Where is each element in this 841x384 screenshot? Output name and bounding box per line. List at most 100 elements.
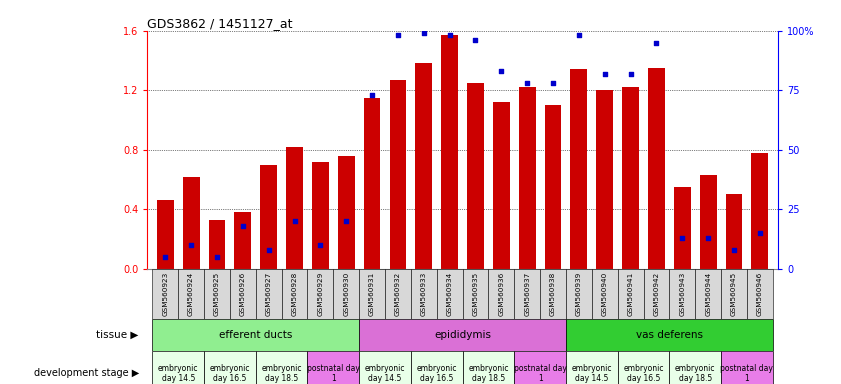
FancyBboxPatch shape (617, 351, 669, 384)
Bar (700, 175, 717, 269)
Text: GSM560939: GSM560939 (576, 271, 582, 316)
Bar (519, 87, 536, 269)
Bar (570, 70, 587, 269)
FancyBboxPatch shape (592, 269, 617, 319)
Text: postnatal day
1: postnatal day 1 (721, 364, 774, 383)
Point (236, 223, 250, 229)
Text: GSM560941: GSM560941 (627, 271, 633, 316)
Text: GSM560943: GSM560943 (680, 271, 685, 316)
FancyBboxPatch shape (178, 269, 204, 319)
Text: tissue ▶: tissue ▶ (97, 330, 139, 340)
Text: GSM560926: GSM560926 (240, 271, 246, 316)
Point (547, 80, 560, 86)
Text: GSM560932: GSM560932 (395, 271, 401, 316)
Point (572, 32, 585, 38)
Bar (751, 153, 768, 269)
FancyBboxPatch shape (566, 319, 773, 351)
Point (184, 242, 198, 248)
Bar (209, 220, 225, 269)
Point (314, 242, 327, 248)
Text: embryonic
day 14.5: embryonic day 14.5 (365, 364, 405, 383)
FancyBboxPatch shape (721, 269, 747, 319)
FancyBboxPatch shape (359, 269, 385, 319)
FancyBboxPatch shape (256, 351, 308, 384)
Point (417, 30, 431, 36)
FancyBboxPatch shape (204, 351, 256, 384)
FancyBboxPatch shape (566, 351, 617, 384)
Text: embryonic
day 16.5: embryonic day 16.5 (209, 364, 250, 383)
Text: GSM560944: GSM560944 (705, 271, 711, 316)
Text: GSM560935: GSM560935 (473, 271, 479, 316)
FancyBboxPatch shape (282, 269, 308, 319)
Text: GSM560940: GSM560940 (601, 271, 608, 316)
Text: GSM560923: GSM560923 (162, 271, 168, 316)
Bar (674, 187, 690, 269)
FancyBboxPatch shape (617, 269, 643, 319)
Bar (493, 102, 510, 269)
Bar (182, 177, 199, 269)
FancyBboxPatch shape (152, 351, 204, 384)
Text: GSM560928: GSM560928 (292, 271, 298, 316)
Bar (442, 35, 458, 269)
Text: GSM560942: GSM560942 (653, 271, 659, 316)
Text: GSM560925: GSM560925 (214, 271, 220, 316)
Bar (545, 105, 562, 269)
FancyBboxPatch shape (152, 269, 178, 319)
FancyBboxPatch shape (308, 269, 333, 319)
Text: GDS3862 / 1451127_at: GDS3862 / 1451127_at (147, 17, 293, 30)
Point (624, 71, 637, 77)
Text: GSM560945: GSM560945 (731, 271, 737, 316)
Bar (286, 147, 303, 269)
Point (675, 235, 689, 241)
Point (495, 68, 508, 74)
Text: development stage ▶: development stage ▶ (34, 368, 139, 379)
Point (262, 247, 275, 253)
Text: embryonic
day 16.5: embryonic day 16.5 (623, 364, 664, 383)
FancyBboxPatch shape (411, 351, 463, 384)
Point (650, 40, 664, 46)
Text: embryonic
day 18.5: embryonic day 18.5 (262, 364, 302, 383)
Text: GSM560931: GSM560931 (369, 271, 375, 316)
Bar (260, 165, 277, 269)
FancyBboxPatch shape (385, 269, 411, 319)
Text: GSM560924: GSM560924 (188, 271, 194, 316)
Point (210, 254, 224, 260)
Text: GSM560937: GSM560937 (524, 271, 530, 316)
Bar (338, 156, 355, 269)
Point (753, 230, 766, 236)
Point (391, 32, 405, 38)
Bar (312, 162, 329, 269)
Text: GSM560933: GSM560933 (420, 271, 426, 316)
FancyBboxPatch shape (643, 269, 669, 319)
Text: postnatal day
1: postnatal day 1 (307, 364, 360, 383)
FancyBboxPatch shape (308, 351, 359, 384)
FancyBboxPatch shape (696, 269, 721, 319)
Text: GSM560936: GSM560936 (499, 271, 505, 316)
Bar (467, 83, 484, 269)
FancyBboxPatch shape (566, 269, 592, 319)
Bar (415, 63, 432, 269)
Bar (389, 80, 406, 269)
FancyBboxPatch shape (463, 351, 514, 384)
Bar (363, 98, 380, 269)
Text: GSM560946: GSM560946 (757, 271, 763, 316)
Point (288, 218, 301, 224)
Text: epididymis: epididymis (434, 330, 491, 340)
Bar (596, 90, 613, 269)
FancyBboxPatch shape (411, 269, 436, 319)
FancyBboxPatch shape (152, 319, 359, 351)
FancyBboxPatch shape (359, 319, 566, 351)
FancyBboxPatch shape (256, 269, 282, 319)
Text: embryonic
day 14.5: embryonic day 14.5 (572, 364, 612, 383)
Point (443, 32, 457, 38)
Text: embryonic
day 14.5: embryonic day 14.5 (158, 364, 198, 383)
Bar (726, 194, 743, 269)
Text: GSM560934: GSM560934 (447, 271, 452, 316)
Text: GSM560927: GSM560927 (266, 271, 272, 316)
FancyBboxPatch shape (540, 269, 566, 319)
Point (701, 235, 715, 241)
Point (365, 92, 378, 98)
Point (521, 80, 534, 86)
Text: efferent ducts: efferent ducts (219, 330, 293, 340)
Point (340, 218, 353, 224)
